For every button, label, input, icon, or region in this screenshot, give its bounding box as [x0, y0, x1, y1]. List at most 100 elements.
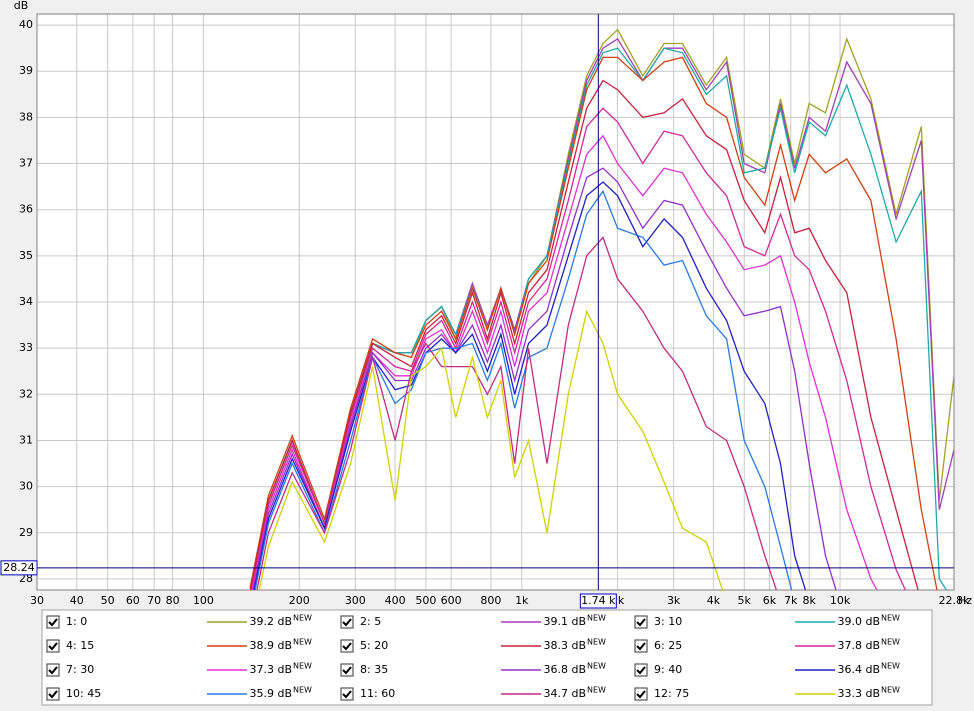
legend-checkbox[interactable]	[340, 639, 354, 653]
checkbox-check[interactable]	[636, 618, 646, 627]
legend-name: 12: 75	[654, 687, 689, 700]
legend-badge: NEW	[881, 686, 900, 695]
legend-checkbox[interactable]	[46, 639, 60, 653]
checkbox-check[interactable]	[48, 642, 58, 651]
cursor-x-box	[579, 593, 617, 609]
checkbox-check[interactable]	[48, 690, 58, 699]
x-tick-label: 40	[70, 594, 84, 607]
checkbox-check[interactable]	[48, 618, 58, 627]
checkbox-box[interactable]	[46, 615, 60, 629]
legend-value: 39.0 dB	[837, 615, 880, 628]
legend-badge: NEW	[881, 614, 900, 623]
legend-name: 10: 45	[66, 687, 101, 700]
y-tick-label: 40	[19, 18, 33, 31]
legend-name: 3: 10	[654, 615, 682, 628]
legend-value: 35.9 dB	[249, 687, 292, 700]
series-line	[256, 236, 778, 590]
checkbox-box[interactable]	[634, 615, 648, 629]
legend-name: 11: 60	[360, 687, 395, 700]
checkbox-box[interactable]	[634, 663, 648, 677]
x-tick-label: 6k	[763, 594, 777, 607]
series-line	[252, 167, 837, 590]
y-tick-label: 34	[19, 295, 33, 308]
y-tick-label: 36	[19, 203, 33, 216]
checkbox-box[interactable]	[634, 687, 648, 701]
legend-checkbox[interactable]	[46, 687, 60, 701]
checkbox-box[interactable]	[46, 639, 60, 653]
legend-badge: NEW	[293, 614, 312, 623]
legend-badge: NEW	[881, 638, 900, 647]
legend-checkbox[interactable]	[634, 639, 648, 653]
checkbox-check[interactable]	[342, 642, 352, 651]
legend-name: 6: 25	[654, 639, 682, 652]
y-tick-label: 37	[19, 157, 33, 170]
series-line	[250, 107, 907, 590]
y-unit: dB	[14, 0, 29, 12]
series-line	[254, 189, 793, 590]
legend-name: 9: 40	[654, 663, 682, 676]
y-tick-label: 39	[19, 64, 33, 77]
legend-checkbox[interactable]	[340, 663, 354, 677]
legend-name: 2: 5	[360, 615, 381, 628]
x-tick-label: 400	[385, 594, 406, 607]
x-tick-label: 4k	[707, 594, 721, 607]
legend-value: 39.1 dB	[543, 615, 586, 628]
checkbox-check[interactable]	[342, 618, 352, 627]
legend-value: 34.7 dB	[543, 687, 586, 700]
x-tick-label: 3k	[667, 594, 681, 607]
legend-checkbox[interactable]	[634, 615, 648, 629]
x-tick-label: 80	[166, 594, 180, 607]
cursor-x-label: 1.74 k	[581, 594, 616, 607]
legend-badge: NEW	[293, 686, 312, 695]
legend-checkbox[interactable]	[46, 615, 60, 629]
legend-value: 37.8 dB	[837, 639, 880, 652]
series-line	[253, 181, 807, 590]
legend-badge: NEW	[587, 638, 606, 647]
checkbox-check[interactable]	[636, 690, 646, 699]
checkbox-box[interactable]	[46, 663, 60, 677]
legend-value: 36.8 dB	[543, 663, 586, 676]
checkbox-box[interactable]	[340, 687, 354, 701]
checkbox-box[interactable]	[340, 663, 354, 677]
legend-badge: NEW	[881, 662, 900, 671]
legend-value: 38.9 dB	[249, 639, 292, 652]
x-tick-label: 800	[480, 594, 501, 607]
x-tick-label: 8k	[803, 594, 817, 607]
legend-checkbox[interactable]	[634, 663, 648, 677]
legend-checkbox[interactable]	[340, 615, 354, 629]
cursor-y-box	[0, 560, 38, 576]
legend-value: 36.4 dB	[837, 663, 880, 676]
x-tick-label: 100	[193, 594, 214, 607]
checkbox-box[interactable]	[46, 687, 60, 701]
checkbox-box[interactable]	[634, 639, 648, 653]
checkbox-box[interactable]	[340, 615, 354, 629]
checkbox-box[interactable]	[340, 639, 354, 653]
legend-name: 1: 0	[66, 615, 87, 628]
x-tick-label: 7k	[784, 594, 798, 607]
y-tick-label: 29	[19, 526, 33, 539]
legend-checkbox[interactable]	[634, 687, 648, 701]
checkbox-check[interactable]	[342, 666, 352, 675]
series-line	[251, 134, 878, 590]
series-line	[249, 56, 938, 590]
legend-name: 7: 30	[66, 663, 94, 676]
checkbox-check[interactable]	[342, 690, 352, 699]
x-tick-label: 1k	[515, 594, 529, 607]
legend-checkbox[interactable]	[46, 663, 60, 677]
legend-badge: NEW	[587, 662, 606, 671]
legend-badge: NEW	[587, 614, 606, 623]
y-tick-label: 33	[19, 341, 33, 354]
checkbox-check[interactable]	[636, 666, 646, 675]
legend-name: 4: 15	[66, 639, 94, 652]
legend-name: 5: 20	[360, 639, 388, 652]
legend-checkbox[interactable]	[340, 687, 354, 701]
series-line	[249, 47, 948, 590]
y-tick-label: 32	[19, 387, 33, 400]
checkbox-check[interactable]	[636, 642, 646, 651]
x-tick-label: 300	[345, 594, 366, 607]
legend-name: 8: 35	[360, 663, 388, 676]
series-line	[249, 79, 919, 590]
plot-lines	[249, 28, 954, 590]
checkbox-check[interactable]	[48, 666, 58, 675]
